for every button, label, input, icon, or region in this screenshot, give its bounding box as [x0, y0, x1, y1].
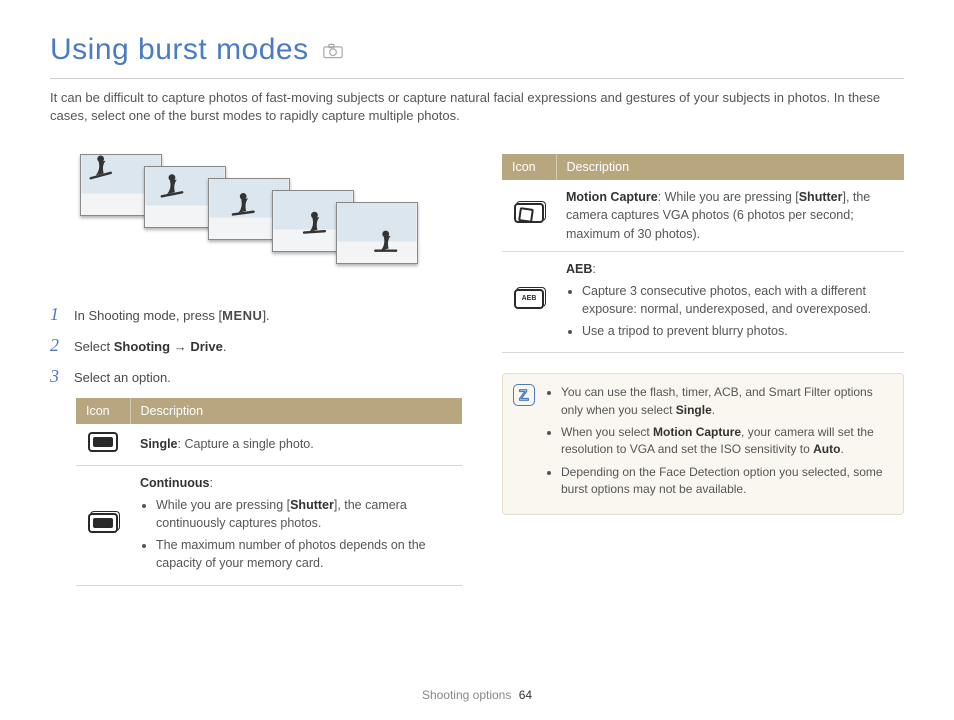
left-column: 1 In Shooting mode, press [MENU]. 2 Sele…: [50, 154, 462, 585]
note-icon: [513, 384, 535, 406]
step-1: 1 In Shooting mode, press [MENU].: [50, 305, 462, 326]
col-description: Description: [556, 154, 904, 180]
col-description: Description: [130, 398, 462, 424]
camera-icon: [323, 28, 343, 72]
col-icon: Icon: [502, 154, 556, 180]
step-number: 1: [50, 305, 64, 326]
step-2: 2 Select Shooting → Drive.: [50, 336, 462, 357]
intro-paragraph: It can be difficult to capture photos of…: [50, 89, 904, 127]
step-body: Select an option.: [74, 367, 462, 388]
page-title: Using burst modes: [50, 28, 904, 72]
note-box: You can use the flash, timer, ACB, and S…: [502, 373, 904, 514]
table-row: AEB: Capture 3 consecutive photos, each …: [502, 251, 904, 353]
title-rule: [50, 78, 904, 79]
page-title-text: Using burst modes: [50, 28, 309, 72]
footer-page: 64: [519, 688, 532, 702]
step-body: Select Shooting → Drive.: [74, 336, 462, 357]
single-icon: [88, 432, 118, 452]
continuous-icon: [88, 513, 118, 533]
page-footer: Shooting options 64: [0, 687, 954, 704]
right-column: Icon Description Motion Capture: While y…: [502, 154, 904, 585]
note-list: You can use the flash, timer, ACB, and S…: [547, 384, 889, 498]
motion-capture-icon: [514, 203, 544, 223]
menu-glyph: MENU: [222, 308, 262, 323]
aeb-bullets: Capture 3 consecutive photos, each with …: [566, 282, 894, 340]
table-row: Single: Capture a single photo.: [76, 424, 462, 466]
footer-section: Shooting options: [422, 688, 511, 702]
modes-table-left: Icon Description Single: Capture a singl…: [76, 398, 462, 586]
aeb-icon: [514, 289, 544, 309]
table-row: Motion Capture: While you are pressing […: [502, 180, 904, 251]
burst-thumb: [336, 202, 418, 264]
modes-table-right: Icon Description Motion Capture: While y…: [502, 154, 904, 353]
table-row: Continuous: While you are pressing [Shut…: [76, 465, 462, 585]
two-column-layout: 1 In Shooting mode, press [MENU]. 2 Sele…: [50, 154, 904, 585]
col-icon: Icon: [76, 398, 130, 424]
steps-list: 1 In Shooting mode, press [MENU]. 2 Sele…: [50, 305, 462, 388]
step-number: 3: [50, 367, 64, 388]
continuous-bullets: While you are pressing [Shutter], the ca…: [140, 496, 452, 573]
step-number: 2: [50, 336, 64, 357]
step-body: In Shooting mode, press [MENU].: [74, 305, 462, 326]
step-3: 3 Select an option.: [50, 367, 462, 388]
burst-illustration: [80, 154, 462, 269]
